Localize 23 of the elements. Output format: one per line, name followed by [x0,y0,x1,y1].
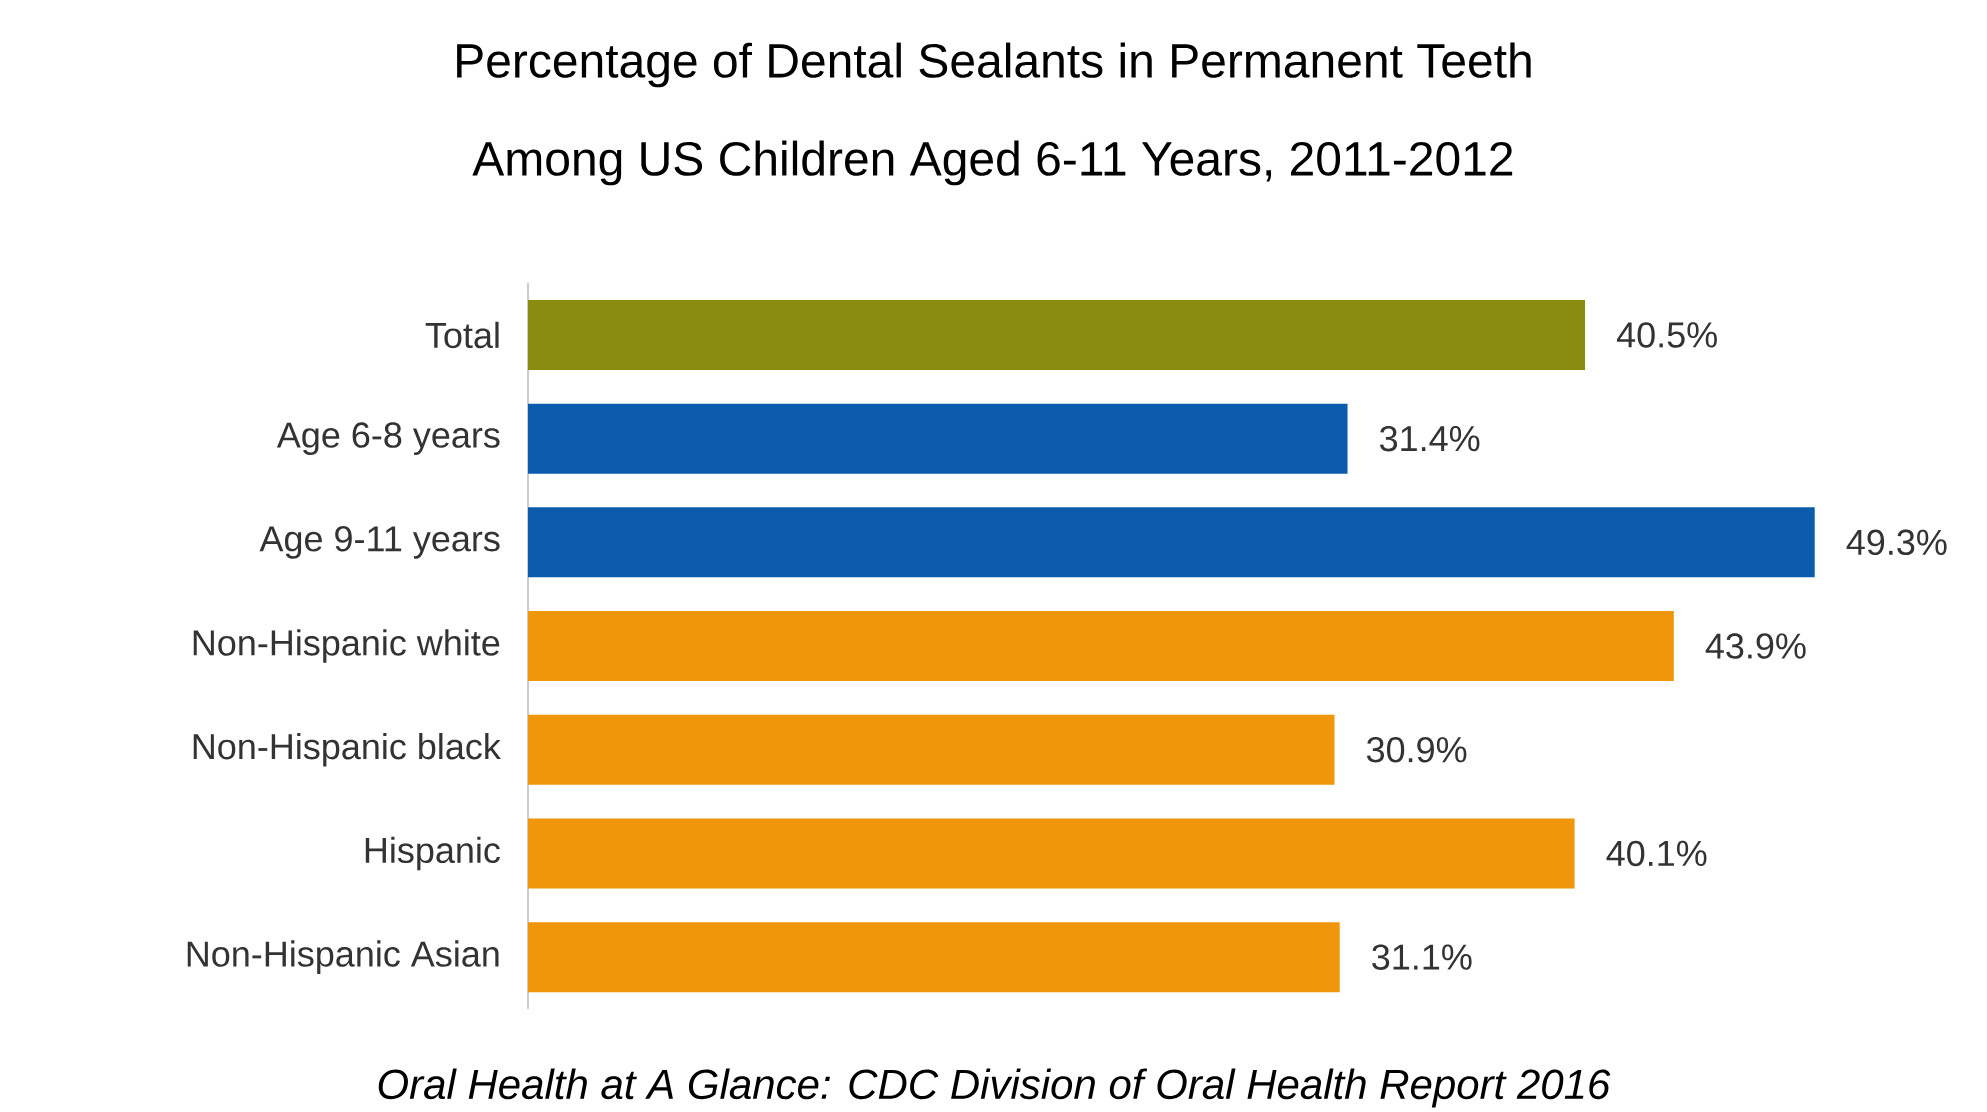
bar [528,611,1674,682]
y-tick-label: Non-Hispanic black [193,732,501,767]
bar [528,714,1335,785]
data-label: 40.1% [1606,840,1707,867]
bar [528,403,1348,474]
data-label: 49.3% [1846,529,1947,556]
data-label: 31.4% [1379,425,1480,452]
data-label: 30.9% [1366,736,1467,763]
data-label: 31.1% [1372,944,1472,970]
y-tick-label: Non-Hispanic white [193,629,500,663]
text: Oral Health at A Glance: CDC Division of Oral Health Report 2016 [378,1068,1611,1108]
bar [528,818,1575,889]
y-tick-label: Non-Hispanic Asian [187,940,499,974]
y-tick-label: Age 6-8 years [276,422,500,455]
chart-title: Percentage of Dental Sealants in Permanent Teeth Among US Children Aged 6-11 Years, 2011-2012 [457,42,1531,186]
data-label: 40.5% [1616,322,1717,348]
bar [528,299,1586,370]
y-tick-label: Hispanic [365,836,500,871]
bar [528,507,1815,578]
y-tick-label: Total [425,321,499,349]
y-tick-label: Age 9-11 years [259,526,500,559]
data-label: 43.9% [1705,633,1806,659]
bar [528,922,1340,993]
